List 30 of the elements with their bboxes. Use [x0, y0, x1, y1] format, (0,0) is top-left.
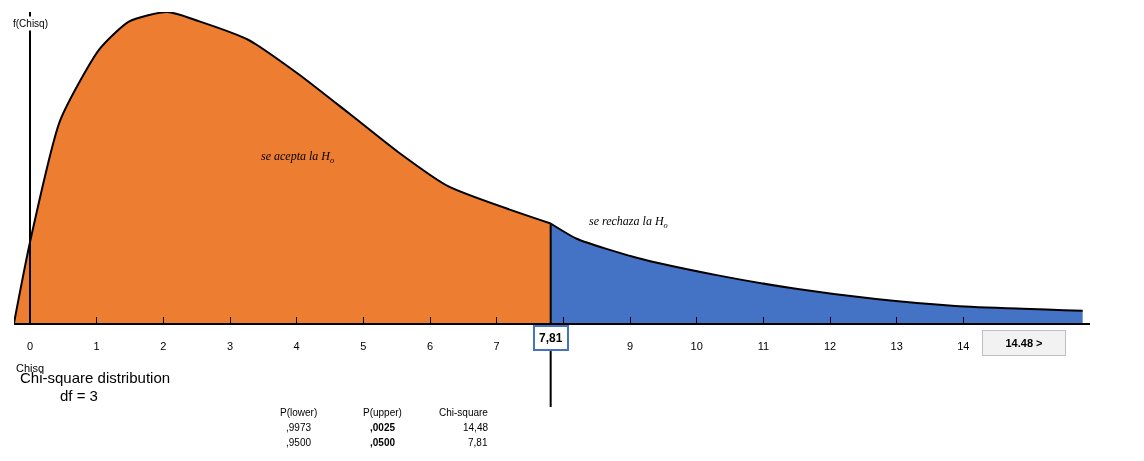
x-axis-title: Chisq: [16, 362, 45, 374]
text: 14,48: [463, 422, 489, 433]
annotation: se rechaza la H$_{o}$: [589, 214, 668, 230]
text: ,9973: [286, 422, 312, 433]
x-tick-label: 10: [690, 340, 703, 353]
text: P(lower): [280, 407, 318, 418]
x-tick-label: 3: [226, 340, 234, 353]
x-tick-label: 1: [93, 340, 100, 353]
x-tick-label: 12: [823, 340, 837, 353]
ref-line-label: 7,81: [539, 331, 563, 345]
x-tick-label: 9: [626, 340, 634, 353]
x-tick-label: 0: [26, 340, 34, 353]
x-tick-label: 11: [757, 340, 770, 353]
text: P(upper): [363, 407, 402, 418]
x-tick-label: 2: [160, 340, 167, 353]
x-tick-label: 6: [426, 340, 434, 353]
text: df = 3: [60, 387, 98, 404]
x-tick-label: 14: [957, 340, 970, 353]
text: ,9500: [286, 437, 312, 448]
text: Chi-square: [439, 407, 489, 418]
x-tick-label: 5: [360, 340, 367, 353]
annotation: se acepta la H$_{o}$: [261, 149, 335, 165]
text: ,0025: [370, 422, 396, 433]
text: 14.48 >: [1005, 337, 1043, 349]
x-tick-label: 7: [493, 340, 500, 353]
text: 7,81: [468, 437, 488, 448]
x-tick-label: 4: [293, 340, 300, 353]
text: ,0500: [370, 437, 396, 448]
y-axis-title: f(Chisq): [13, 18, 49, 29]
x-tick-label: 13: [890, 340, 903, 353]
